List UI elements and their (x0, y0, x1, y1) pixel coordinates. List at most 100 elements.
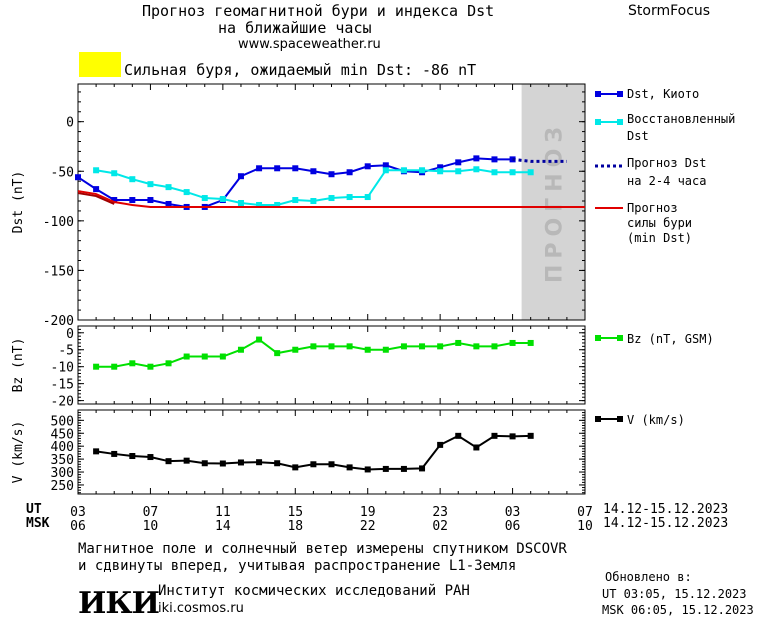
data-point (165, 184, 172, 191)
data-point (527, 432, 534, 439)
footnote-line1: Магнитное поле и солнечный ветер измерен… (78, 541, 567, 557)
data-point (147, 197, 154, 204)
data-point (364, 163, 371, 170)
y-tick-label: 500 (51, 414, 74, 429)
y-tick-label: -150 (43, 264, 74, 279)
ut-tick-label: 23 (432, 505, 448, 520)
legend-marker (595, 119, 601, 125)
data-point (527, 169, 534, 176)
data-point (256, 165, 263, 172)
data-point (419, 167, 426, 174)
data-point (237, 199, 244, 206)
legend-bz: Bz (nT, GSM) (627, 332, 714, 346)
institute-url[interactable]: iki.cosmos.ru (158, 601, 244, 616)
series-line (77, 190, 585, 208)
data-point (491, 169, 498, 176)
data-point (328, 343, 335, 350)
msk-tick-label: 18 (287, 519, 303, 534)
data-point (256, 336, 263, 343)
data-point (165, 200, 172, 207)
legend-storm-line1: Прогноз (627, 201, 678, 215)
data-point (292, 346, 299, 353)
data-point (509, 339, 516, 346)
updated-label: Обновлено в: (605, 570, 692, 584)
data-point (237, 173, 244, 180)
msk-tick-label: 10 (143, 519, 159, 534)
data-point (129, 360, 136, 367)
ut-tick-label: 19 (360, 505, 376, 520)
legend-marker (617, 335, 623, 341)
y-axis-label: V (km/s) (11, 421, 26, 484)
data-point (346, 194, 353, 201)
y-tick-label: 0 (66, 327, 74, 342)
data-point (310, 343, 317, 350)
msk-tick-label: 06 (70, 519, 86, 534)
data-point (165, 360, 172, 367)
legend-marker (617, 91, 623, 97)
data-point (310, 168, 317, 175)
y-tick-label: 0 (66, 116, 74, 131)
site-url: www.spaceweather.ru (238, 37, 381, 52)
data-point (419, 343, 426, 350)
data-point (219, 353, 226, 360)
data-point (455, 339, 462, 346)
msk-tick-label: 22 (360, 519, 376, 534)
data-point (292, 165, 299, 172)
data-point (292, 197, 299, 204)
data-point (473, 444, 480, 451)
legend-v: V (km/s) (627, 413, 685, 427)
msk-axis-label: MSK (26, 516, 50, 531)
y-tick-label: -10 (51, 361, 74, 376)
updated-ut: UT 03:05, 15.12.2023 (602, 587, 747, 601)
msk-tick-label: 10 (577, 519, 593, 534)
data-point (292, 464, 299, 471)
ut-tick-label: 07 (577, 505, 593, 520)
data-point (364, 466, 371, 473)
data-point (274, 201, 281, 208)
y-tick-label: -15 (51, 378, 74, 393)
data-point (400, 343, 407, 350)
data-point (219, 196, 226, 203)
plot-frame (77, 83, 586, 321)
y-axis-label: Dst (nT) (11, 171, 26, 234)
data-point (328, 171, 335, 178)
data-point (310, 461, 317, 468)
data-point (382, 465, 389, 472)
legend-forecast-line2: на 2-4 часа (627, 174, 707, 188)
data-point (437, 164, 444, 171)
data-point (382, 162, 389, 169)
ut-tick-label: 03 (505, 505, 521, 520)
iki-logo: ИКИ (78, 586, 160, 621)
legend-marker (595, 91, 601, 97)
ut-tick-label: 15 (287, 505, 303, 520)
ut-axis-label: UT (26, 502, 42, 517)
legend-marker (617, 119, 623, 125)
data-point (201, 460, 208, 467)
data-point (437, 168, 444, 175)
storm-level-swatch (79, 52, 121, 77)
footnote-line2: и сдвинуты вперед, учитывая распростране… (78, 558, 517, 574)
data-point (237, 459, 244, 466)
y-tick-label: -200 (43, 314, 74, 329)
y-tick-label: 250 (51, 479, 74, 494)
chart-title: Прогноз геомагнитной бури и индекса Dst (142, 2, 495, 20)
legend-marker (595, 416, 601, 422)
data-point (111, 450, 118, 457)
data-point (129, 453, 136, 460)
data-point (364, 194, 371, 201)
y-tick-label: -20 (51, 395, 74, 410)
data-point (455, 432, 462, 439)
data-point (219, 460, 226, 467)
y-tick-label: 350 (51, 453, 74, 468)
data-point (147, 363, 154, 370)
data-point (527, 339, 534, 346)
plot-frame (77, 325, 586, 405)
data-point (346, 464, 353, 471)
data-point (491, 432, 498, 439)
data-point (310, 198, 317, 205)
data-point (328, 461, 335, 468)
data-point (274, 460, 281, 467)
chart-title-line2: на ближайшие часы (218, 19, 372, 37)
data-point (256, 459, 263, 466)
y-tick-label: -100 (43, 215, 74, 230)
